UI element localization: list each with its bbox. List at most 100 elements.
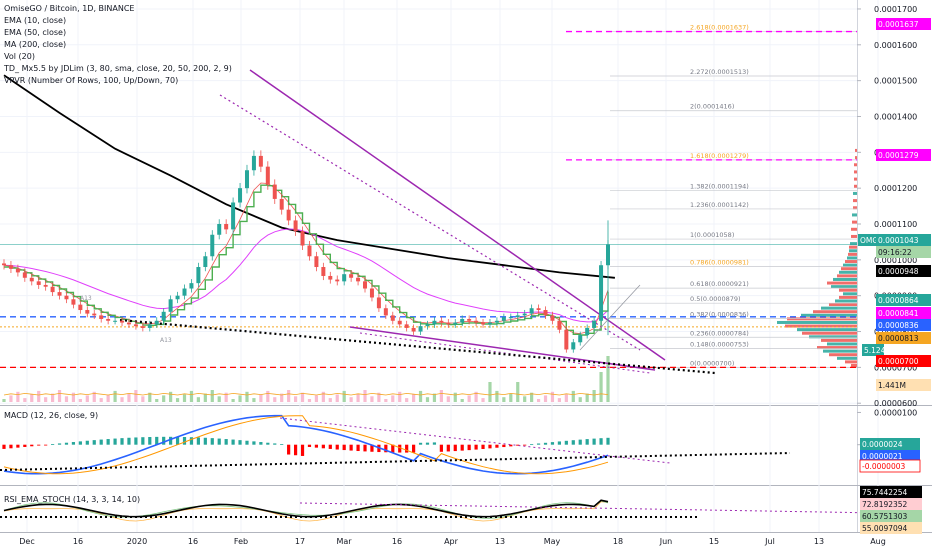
candle-body: [342, 274, 347, 282]
candle-body: [293, 220, 298, 232]
legend-ma200[interactable]: MA (200, close): [4, 40, 67, 49]
candle-body: [258, 155, 263, 167]
volume-profile-bar: [777, 320, 857, 324]
macd-histogram-bar: [599, 438, 603, 445]
candle-body: [515, 315, 520, 318]
macd-histogram-bar: [245, 440, 249, 445]
volume-profile-bar: [833, 277, 857, 281]
candle-body: [168, 299, 173, 312]
candle-body: [126, 322, 131, 325]
volume-bar: [85, 395, 89, 402]
candle-body: [599, 265, 604, 321]
volume-bar: [453, 392, 457, 402]
volume-bar: [335, 394, 339, 402]
fib-label: 2.272(0.0001513): [690, 68, 749, 76]
volume-profile-bar: [849, 249, 857, 253]
volume-bars: [2, 356, 610, 402]
volume-bar: [412, 394, 416, 402]
volume-bar: [37, 390, 41, 402]
volume-profile-bar: [855, 156, 857, 160]
macd-histogram-bar: [557, 441, 562, 445]
volume-bar: [217, 396, 221, 402]
volume-bar: [266, 390, 270, 402]
volume-profile-bar: [829, 303, 857, 307]
candle-body: [147, 324, 152, 328]
volume-bar: [120, 397, 124, 402]
macd-histogram-bar: [391, 444, 395, 453]
candle-body: [71, 299, 76, 305]
volume-profile: [777, 148, 857, 367]
macd-histogram-bar: [217, 438, 221, 445]
volume-profile-bar: [850, 242, 857, 246]
macd-histogram-bar: [516, 444, 520, 446]
macd-histogram-bar: [321, 444, 325, 449]
time-tick-label: 2020: [127, 537, 147, 546]
macd-histogram-bar: [405, 444, 409, 453]
wedge-lower-dotted-line: [359, 332, 651, 374]
volume-bar: [543, 395, 548, 402]
legend-rsi[interactable]: RSI_EMA_STOCH (14, 3, 3, 14, 10): [4, 495, 141, 504]
macd-histogram-bar: [384, 444, 388, 453]
volume-bar: [50, 393, 55, 402]
macd-histogram-bar: [238, 440, 242, 445]
volume-profile-bar: [821, 306, 857, 310]
fib-label: 0.236(0.0000784): [690, 329, 749, 337]
candle-body: [279, 198, 284, 210]
volume-profile-bar: [839, 270, 857, 274]
volume-bar: [391, 395, 395, 402]
volume-profile-bar: [845, 260, 857, 264]
volume-profile-bar: [785, 324, 857, 328]
legend-macd[interactable]: MACD (12, 26, close, 9): [4, 411, 99, 420]
candle-body: [300, 231, 305, 246]
candle-body: [543, 310, 548, 316]
volume-bar: [64, 396, 69, 402]
candle-body: [404, 324, 409, 328]
volume-bar: [425, 397, 430, 402]
legend-vol[interactable]: Vol (20): [4, 52, 35, 61]
volume-profile-bar: [831, 285, 857, 289]
macd-histogram-bar: [432, 442, 437, 445]
macd-histogram-bar: [481, 444, 485, 449]
macd-histogram-bar: [23, 444, 27, 447]
legend-vpvr[interactable]: VPVR (Number Of Rows, 100, Up/Down, 70): [4, 76, 179, 85]
macd-histogram-bar: [363, 444, 367, 452]
legend-td[interactable]: TD_ Mx5.5 by JDLim (3, 80, sma, close, 2…: [4, 64, 232, 73]
legend-title[interactable]: OmiseGO / Bitcoin, 1D, BINANCE: [4, 4, 135, 13]
fib-label: 0.148(0.0000753): [690, 340, 749, 348]
volume-profile-bar: [851, 227, 857, 231]
price-tag-label: 0.0000813: [878, 334, 919, 343]
volume-profile-bar: [813, 310, 857, 314]
fib-label: 2(0.0001416): [690, 103, 734, 111]
macd-histogram-bar: [349, 444, 353, 451]
macd-histogram-bar: [120, 438, 124, 445]
fib-label: 1.236(0.0001142): [690, 201, 749, 209]
price-tag-label: 0.0000864: [878, 296, 919, 305]
volume-bar: [467, 395, 471, 402]
candle-body: [349, 274, 354, 278]
price-tag: [860, 498, 922, 510]
price-tag: [876, 294, 931, 306]
volume-bar: [536, 399, 541, 402]
volume-bar: [238, 395, 242, 402]
candle-body: [363, 281, 368, 289]
volume-profile-bar: [847, 256, 857, 260]
volume-bar: [599, 372, 603, 402]
volume-profile-bar: [853, 191, 857, 195]
candle-body: [106, 318, 111, 321]
volume-bar: [592, 390, 596, 402]
volume-bar: [16, 391, 20, 402]
macd-histogram-bar: [113, 438, 117, 445]
legend-ema10[interactable]: EMA (10, close): [4, 16, 67, 25]
volume-bar: [446, 396, 450, 402]
time-tick-label: 18: [613, 537, 623, 546]
volume-bar: [564, 394, 568, 402]
volume-profile-bar: [853, 206, 857, 210]
fib-label: 2.618(0.0001637): [690, 24, 749, 32]
volume-bar: [141, 396, 145, 402]
candle-body: [564, 329, 569, 350]
legend-ema50[interactable]: EMA (50, close): [4, 28, 67, 37]
time-tick-label: Mar: [336, 537, 352, 546]
macd-histogram-bar: [16, 444, 20, 448]
